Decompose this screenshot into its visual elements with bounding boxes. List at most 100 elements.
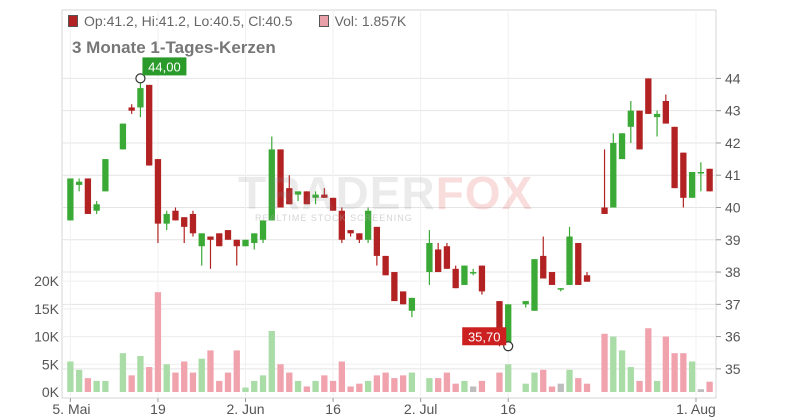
candle-body — [119, 123, 127, 150]
watermark-tagline: REALTIME STOCK SCREENING — [255, 213, 413, 223]
candle-body — [540, 255, 547, 279]
price-tick-label: 38 — [725, 264, 741, 280]
candle-body — [478, 265, 486, 292]
candle-body — [67, 178, 74, 221]
volume-bar — [189, 372, 197, 392]
volume-bar — [294, 380, 302, 392]
candle-body — [207, 236, 214, 240]
candle-body — [470, 272, 477, 274]
volume-bar — [478, 380, 486, 392]
candle-body — [329, 197, 337, 211]
volume-bar — [618, 350, 626, 392]
candle-body — [496, 301, 503, 334]
candle-body — [408, 297, 416, 311]
volume-bar — [102, 380, 109, 392]
candle-body — [618, 133, 626, 160]
candle-body — [251, 233, 258, 243]
candle-body — [154, 159, 162, 224]
plot-frame — [61, 9, 717, 399]
high-label-box — [142, 57, 187, 76]
candle-body — [181, 217, 188, 227]
candle-body — [382, 255, 389, 276]
candle-body — [522, 301, 529, 305]
volume-bar — [391, 378, 398, 392]
price-tick-label: 37 — [725, 296, 741, 312]
volume-bar — [242, 387, 249, 392]
volume-bar — [373, 375, 381, 392]
candle-body — [645, 78, 652, 114]
volume-tick-label: 5K — [42, 356, 60, 372]
volume-bar — [601, 333, 608, 392]
volume-bar — [399, 375, 407, 392]
candle-body — [102, 159, 109, 192]
candle-body — [373, 226, 381, 256]
candle-body — [321, 194, 328, 198]
volume-bar — [277, 364, 284, 392]
candle-body — [653, 113, 661, 118]
volume-bar — [268, 331, 275, 392]
legend-price: Op:41.2, Hi:41.2, Lo:40.5, Cl:40.5 — [68, 13, 293, 29]
candle-body — [312, 194, 319, 198]
price-tick-label: 43 — [725, 103, 741, 119]
candle-body — [610, 142, 617, 208]
candle-body — [338, 210, 345, 240]
volume-bar — [75, 369, 83, 392]
candle-body — [259, 220, 267, 240]
volume-bar — [540, 369, 547, 392]
volume-tick-label: 15K — [34, 301, 60, 317]
candle-body — [286, 188, 293, 205]
candle-body — [146, 84, 153, 166]
candle-body — [189, 213, 197, 234]
volume-bar — [93, 380, 100, 392]
price-tick-label: 44 — [725, 70, 741, 86]
volume-bar — [356, 383, 363, 392]
candle-body — [268, 149, 275, 221]
volume-bar — [154, 292, 162, 392]
volume-bar — [67, 361, 74, 392]
candle-body — [566, 236, 573, 285]
candle-body — [172, 210, 179, 221]
volume-bar — [286, 372, 293, 392]
volume-bar — [443, 372, 451, 392]
volume-bar — [329, 380, 337, 392]
candle-body — [364, 210, 372, 240]
volume-bar — [119, 353, 127, 392]
price-tick-label: 41 — [725, 167, 741, 183]
candle-body — [548, 272, 556, 285]
volume-bar — [382, 372, 389, 392]
volume-bar — [531, 372, 538, 392]
candle-body — [452, 268, 459, 289]
candle-body — [697, 172, 705, 174]
candle-body — [347, 230, 354, 234]
legend-volume-swatch — [318, 15, 329, 27]
legend: Op:41.2, Hi:41.2, Lo:40.5, Cl:40.5 Vol: … — [68, 12, 432, 30]
candle-body — [198, 233, 205, 247]
volume-bar — [146, 367, 153, 392]
volume-bar — [435, 378, 442, 392]
volume-bar — [583, 383, 591, 392]
volume-bar — [233, 350, 240, 392]
volume-bar — [627, 367, 634, 392]
volume-bar — [426, 378, 433, 392]
candle-body — [242, 239, 249, 247]
candle-body — [399, 291, 407, 305]
candle-body — [93, 204, 100, 211]
chart-title: 3 Monate 1-Tages-Kerzen — [72, 38, 276, 57]
candle-body — [233, 239, 240, 247]
candle-body — [461, 265, 468, 285]
volume-bar — [338, 361, 345, 392]
volume-bar — [207, 350, 214, 392]
legend-price-label: Op:41.2, Hi:41.2, Lo:40.5, Cl:40.5 — [84, 13, 293, 29]
volume-bar — [364, 380, 372, 392]
time-tick-label: 1. Aug — [676, 401, 716, 417]
candle-body — [636, 110, 643, 150]
volume-bar — [566, 369, 573, 392]
candle-body — [557, 288, 564, 290]
volume-tick-label: 20K — [34, 273, 60, 289]
candle-body — [426, 243, 433, 273]
volume-bar — [645, 328, 652, 392]
volume-bar — [610, 336, 617, 392]
volume-bar — [697, 389, 705, 392]
legend-volume: Vol: 1.857K — [318, 13, 406, 29]
volume-bar — [128, 375, 135, 392]
